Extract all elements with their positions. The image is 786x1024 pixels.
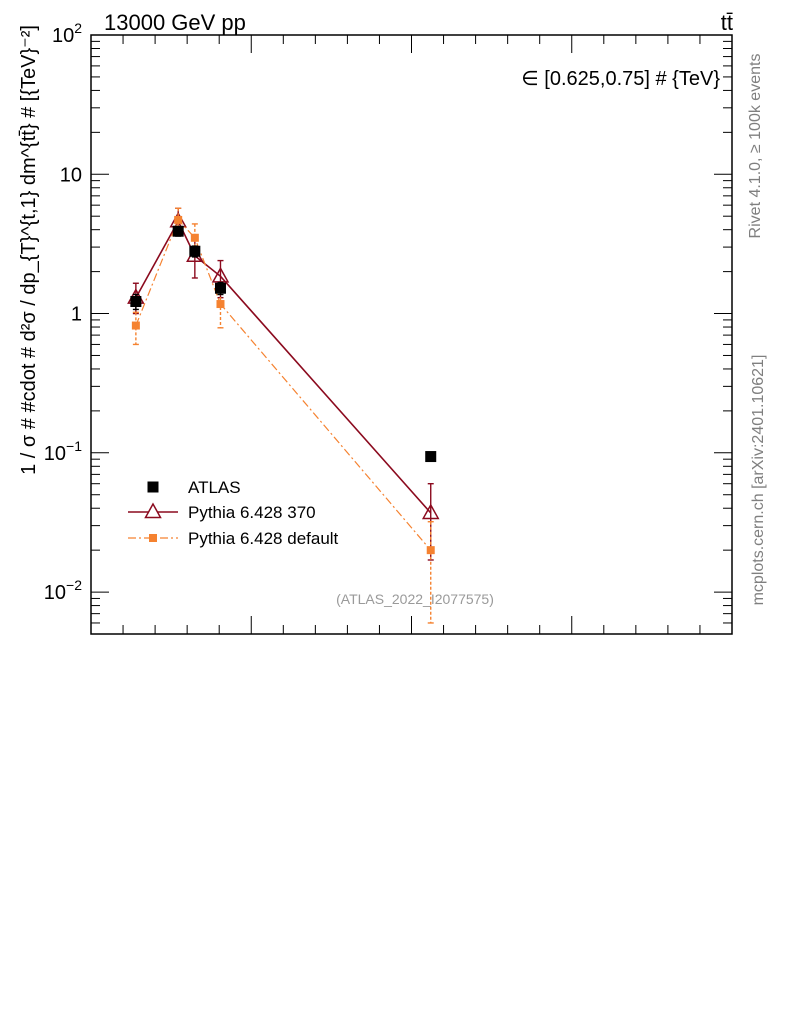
legend-marker	[149, 534, 157, 542]
energy-label: 13000 GeV pp	[104, 10, 246, 35]
series-line	[135, 219, 432, 514]
data-point	[131, 321, 140, 330]
y-axis-label: 1 / σ # #cdot # d²σ / dp_{T}^{t,1} dm^{t…	[18, 25, 40, 475]
rivet-label: Rivet 4.1.0, ≥ 100k events	[747, 54, 764, 239]
process-label: tt̄	[721, 10, 733, 35]
y-tick-label: 1	[71, 304, 82, 326]
data-point	[130, 296, 142, 308]
data-point	[214, 282, 226, 294]
bin-annotation: ∈ [0.625,0.75] # {TeV}	[521, 68, 720, 90]
legend-label: ATLAS	[188, 478, 241, 497]
legend: ATLAS Pythia 6.428 370 Pythia 6.428 defaul…	[128, 478, 339, 548]
data-point	[421, 503, 440, 520]
y-tick-label: 10−1	[44, 438, 82, 465]
y-tick-label: 102	[52, 20, 82, 47]
y-tick-label: 10	[60, 164, 82, 186]
data-point	[172, 225, 184, 237]
mcplots-label: mcplots.cern.ch [arXiv:2401.10621]	[750, 355, 767, 606]
series-layer	[127, 207, 440, 624]
y-axis-ticks: 10−2 10−1 1 10 102	[44, 20, 732, 635]
data-point	[189, 245, 201, 257]
legend-marker	[147, 481, 159, 493]
data-point	[425, 451, 437, 463]
legend-label: Pythia 6.428 370	[188, 503, 316, 522]
series-line	[135, 218, 432, 551]
data-point	[426, 546, 435, 555]
y-tick-label: 10−2	[44, 577, 82, 604]
x-axis-ticks	[90, 35, 733, 634]
analysis-watermark: (ATLAS_2022_I2077575)	[336, 591, 494, 607]
legend-marker	[144, 502, 162, 519]
data-point	[216, 300, 225, 309]
data-point	[174, 215, 183, 224]
data-point	[190, 233, 199, 242]
legend-label: Pythia 6.428 default	[188, 529, 339, 548]
